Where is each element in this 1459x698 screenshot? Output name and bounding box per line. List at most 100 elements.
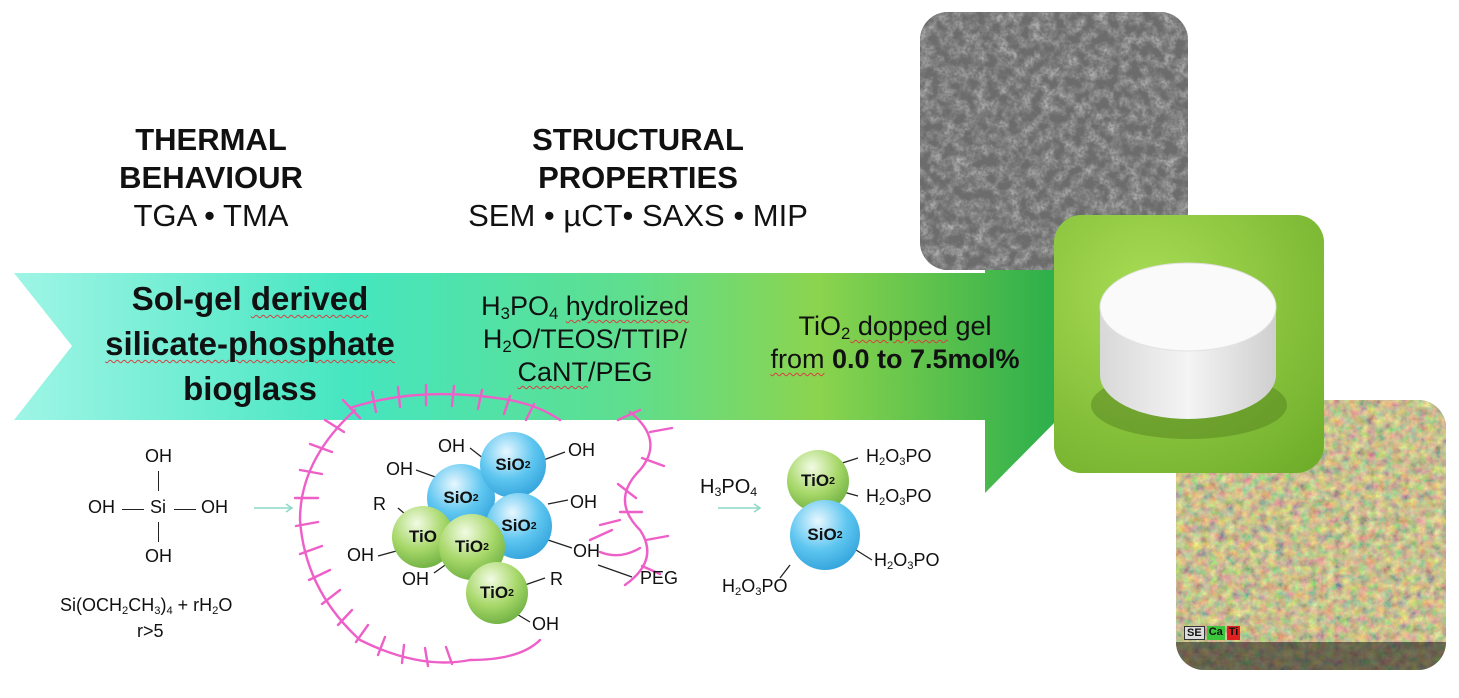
product-sio2-sphere: SiO 2 [790,500,860,570]
tablet-drawing [1054,215,1324,473]
edx-badge-ca: Ca [1206,626,1225,640]
stage3-range: 0.0 to 7.5mol% [824,344,1020,374]
stage1-line1a: Sol-gel [131,280,251,317]
silanol-bond-left [122,509,144,510]
edx-badges: SE Ca Ti [1184,626,1241,640]
product-group-4: H2O3PO [722,576,787,597]
stage2-text: H3PO4 hydrolized H2O/TEOS/TTIP/ CaNT/PEG [440,290,730,389]
cluster-oh-4: OH [570,492,597,512]
stage3-text: TiO2 dopped gel from 0.0 to 7.5mol% [745,310,1045,376]
tio2-label-2: TiO [480,583,509,602]
silanol-oh-left: OH [88,497,115,517]
structural-heading-line2: PROPERTIES [538,160,738,195]
thermal-heading-line2: BEHAVIOUR [119,160,303,195]
product-tio2-label: TiO [801,471,830,490]
h3po4-b: PO [721,476,751,498]
reaction-arrow-1 [254,503,294,513]
sio2-label-1: SiO [443,488,473,507]
reaction-arrow-2 [718,503,762,513]
pg4-s2: 3 [755,585,762,598]
peg-label: PEG [640,568,679,588]
tio2-sphere-2: TiO 2 [466,562,528,624]
peg-chains [293,383,674,668]
silanol-bond-bottom [158,522,159,542]
stage2-line2b: O/TEOS/TTIP/ [511,324,688,354]
silanol-si: Si [150,497,167,517]
h3po4-s2: 4 [750,485,758,500]
stage2-line2a: H [482,324,503,354]
teos-formula: Si(OCH2CH3)4 + rH2O [60,595,232,616]
ratio-label: r>5 [137,621,164,641]
stage1-text: Sol-gel derived silicate-phosphate biogl… [70,276,430,411]
teos-s4: 2 [212,604,219,617]
teos-d: + rH [172,595,213,615]
edx-badge-se: SE [1184,626,1205,640]
pg3-a: H [874,550,887,570]
sample-tablet-photo [1054,215,1324,473]
pg3-s1: 2 [887,559,894,572]
stage2-sub1: 3 [500,304,510,324]
stage2-word: hydrolized [565,291,689,321]
silanol-bond-top [158,471,159,491]
cluster-r-1: R [373,494,386,514]
stage1-line1b: derived [250,280,369,317]
h3po4-a: H [700,476,715,498]
pg2-c: PO [905,486,932,506]
stage3-dopped: dopped [850,311,948,341]
cluster-oh-5: OH [347,545,374,565]
thermal-heading-line1: THERMAL [135,122,287,157]
pg4-c: PO [761,576,788,596]
product-group-3: H2O3PO [874,550,939,571]
cluster-r-2: R [550,569,563,589]
teos-s1: 2 [122,604,129,617]
product-group-2: H2O3PO [866,486,931,507]
teos-s3: 4 [166,604,173,617]
pg3-b: O [893,550,908,570]
structural-heading-line1: STRUCTURAL [532,122,744,157]
teos-a: Si(OCH [60,595,122,615]
stage3-sub: 2 [841,324,851,344]
pg1-s1: 2 [879,455,886,468]
silanol-oh-right: OH [201,497,228,517]
silanol-oh-top: OH [145,446,172,466]
pg1-s2: 3 [899,455,906,468]
product-group-1: H2O3PO [866,446,931,467]
sio2-sphere-2: SiO 2 [480,432,546,498]
tio-label: TiO [408,527,438,546]
product-sio2-label: SiO [807,525,837,544]
stage3-tio: TiO [798,311,842,341]
stage2-line3a: CaNT [517,357,588,387]
thermal-methods: TGA • TMA [133,198,289,233]
cluster-oh-2: OH [568,440,595,460]
silanol-bond-right [174,509,196,510]
cluster-oh-3: OH [386,459,413,479]
stage2-line3b: /PEG [587,357,653,387]
sio2-label-2: SiO [495,455,525,474]
teos-b: CH [128,595,155,615]
stage2-po: PO [509,291,549,321]
pg4-s1: 2 [735,585,742,598]
stage1-line2: silicate-phosphate [105,325,395,362]
pg4-a: H [722,576,735,596]
tio2-label-1: TiO [455,537,484,556]
h3po4-reagent: H3PO4 [700,476,757,499]
pg3-c: PO [913,550,940,570]
structural-methods: SEM • µCT• SAXS • MIP [468,198,808,233]
sio2-label-3: SiO [501,516,531,535]
teos-s2: 3 [154,604,161,617]
cluster-oh-6: OH [573,541,600,561]
stage3-from: from [770,344,825,374]
cluster-oh-1: OH [438,436,465,456]
pg2-a: H [866,486,879,506]
stage2-h: H [481,291,501,321]
h3po4-s1: 3 [714,485,722,500]
stage2-sub2: 4 [548,304,559,324]
pg1-b: O [885,446,900,466]
stage1-line3: bioglass [183,370,317,407]
pg3-s2: 3 [907,559,914,572]
stage3-gel: gel [947,311,992,341]
pg1-c: PO [905,446,932,466]
silanol-oh-bottom: OH [145,546,172,566]
